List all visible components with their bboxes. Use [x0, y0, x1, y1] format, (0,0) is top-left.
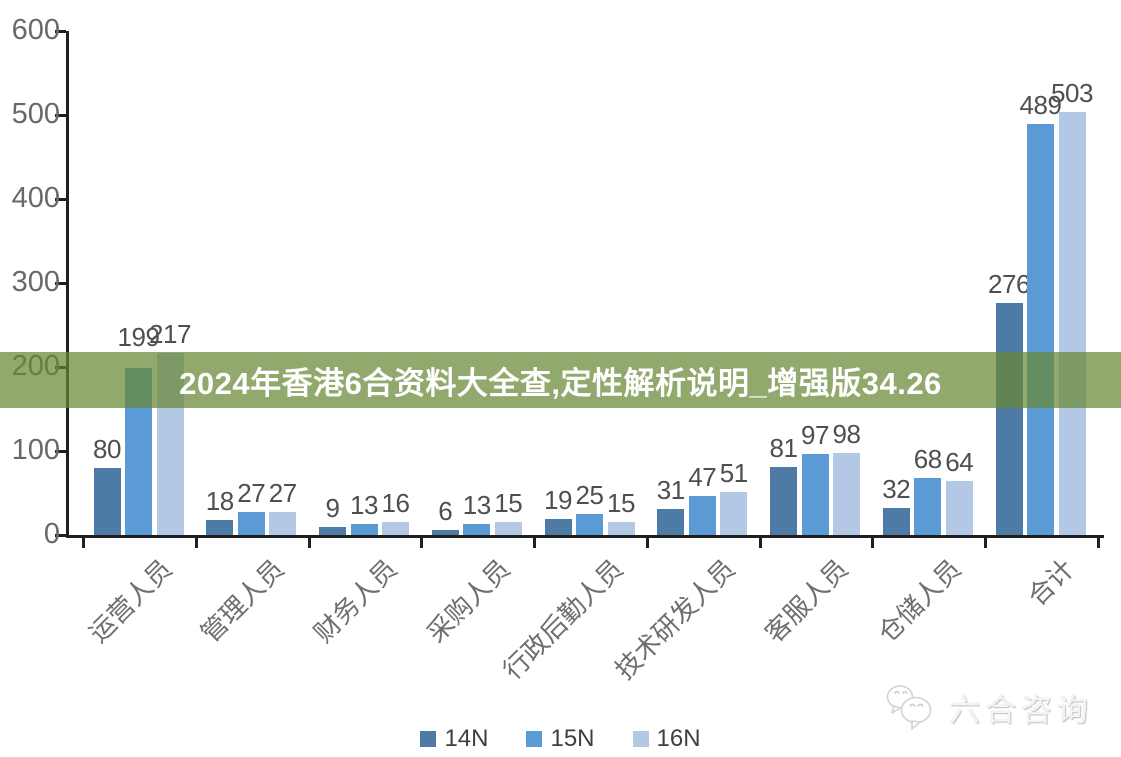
bar-15N-管理人员	[237, 512, 265, 535]
bar-value-label: 25	[575, 480, 604, 510]
bar-value-label: 199	[117, 322, 160, 352]
bar-value-label: 27	[268, 478, 297, 509]
x-tick	[82, 538, 86, 548]
x-tick	[533, 538, 537, 548]
y-tick	[55, 30, 66, 33]
watermark-text: 六合咨询	[949, 692, 1093, 728]
x-tick	[871, 538, 875, 548]
bar-value-label: 13	[462, 490, 491, 521]
bar-14N-运营人员	[93, 467, 121, 535]
x-axis-line	[66, 535, 1104, 538]
legend-swatch	[632, 731, 649, 747]
x-tick	[984, 538, 988, 548]
bar-16N-管理人员	[269, 512, 297, 535]
legend-label: 14N	[444, 725, 489, 752]
bar-value-label: 217	[149, 318, 191, 349]
x-tick	[307, 538, 311, 548]
bar-value-label: 27	[237, 478, 266, 509]
bar-value-label: 6	[438, 495, 453, 526]
bar-14N-财务人员	[319, 527, 346, 535]
y-tick	[55, 534, 66, 537]
y-axis-line	[66, 31, 69, 538]
bar-value-label: 503	[1051, 78, 1093, 109]
bar-16N-采购人员	[494, 522, 522, 535]
x-tick	[645, 538, 649, 548]
bar-16N-仓储人员	[945, 481, 973, 535]
bar-value-label: 97	[801, 419, 829, 450]
bar-value-label: 19	[544, 485, 572, 516]
bar-value-label: 18	[205, 485, 234, 516]
y-tick-label: 400	[11, 182, 60, 214]
bar-value-label: 13	[350, 490, 378, 521]
y-tick-label: 300	[11, 266, 60, 298]
bar-value-label: 47	[688, 461, 717, 492]
title-banner: 2024年香港6合资料大全查,定性解析说明_增强版34.26	[0, 352, 1121, 408]
bar-value-label: 80	[93, 433, 121, 464]
chart-legend: 14N 15N 16N	[0, 722, 1121, 756]
watermark: 六合咨询	[885, 682, 1093, 732]
bar-value-label: 98	[832, 418, 861, 449]
bar-value-label: 15	[607, 488, 635, 519]
legend-swatch	[526, 731, 543, 747]
bar-14N-技术研发人员	[657, 508, 685, 535]
bar-14N-仓储人员	[882, 508, 910, 535]
bar-15N-财务人员	[350, 524, 378, 535]
x-tick	[420, 538, 424, 548]
bar-value-label: 16	[381, 487, 410, 518]
bar-value-label: 64	[945, 447, 974, 478]
y-tick-label: 500	[11, 98, 60, 130]
bar-15N-技术研发人员	[688, 495, 716, 535]
x-tick	[758, 538, 762, 548]
bar-value-label: 32	[882, 474, 911, 505]
bar-14N-客服人员	[770, 466, 797, 535]
legend-swatch	[420, 731, 437, 747]
bar-15N-客服人员	[801, 453, 829, 535]
bar-14N-行政后勤人员	[544, 519, 572, 535]
bar-16N-合计	[1058, 112, 1086, 535]
y-tick-label: 100	[11, 434, 60, 466]
bar-14N-管理人员	[206, 519, 234, 535]
legend-label: 16N	[656, 725, 701, 752]
wechat-icon	[885, 682, 939, 732]
bar-16N-财务人员	[382, 521, 409, 535]
bar-value-label: 489	[1019, 90, 1062, 121]
y-tick	[55, 282, 66, 285]
bar-14N-合计	[995, 303, 1023, 535]
y-tick	[55, 198, 66, 201]
bar-16N-客服人员	[833, 452, 860, 535]
bar-value-label: 9	[325, 493, 340, 524]
x-tick	[1096, 538, 1100, 548]
bar-15N-采购人员	[463, 524, 491, 535]
bar-value-label: 276	[988, 269, 1030, 300]
legend-item-15N: 15N	[526, 725, 595, 753]
legend-label: 15N	[550, 725, 595, 752]
y-tick-label: 0	[43, 518, 60, 550]
bar-value-label: 68	[913, 443, 942, 474]
bar-15N-合计	[1027, 124, 1054, 535]
bar-14N-采购人员	[431, 529, 459, 535]
x-tick	[194, 538, 198, 548]
y-tick-label: 600	[11, 14, 60, 46]
banner-title-text: 2024年香港6合资料大全查,定性解析说明_增强版34.26	[179, 365, 942, 401]
bar-15N-仓储人员	[914, 477, 942, 535]
bar-value-label: 51	[719, 458, 748, 489]
legend-item-14N: 14N	[420, 725, 488, 753]
bar-15N-行政后勤人员	[576, 514, 603, 535]
bar-16N-技术研发人员	[720, 492, 748, 535]
y-tick	[55, 450, 66, 453]
bar-16N-行政后勤人员	[607, 522, 635, 535]
bar-value-label: 15	[494, 488, 523, 519]
legend-item-16N: 16N	[632, 725, 701, 753]
y-tick	[55, 114, 66, 117]
bar-value-label: 31	[656, 474, 685, 505]
bar-value-label: 81	[769, 432, 798, 463]
